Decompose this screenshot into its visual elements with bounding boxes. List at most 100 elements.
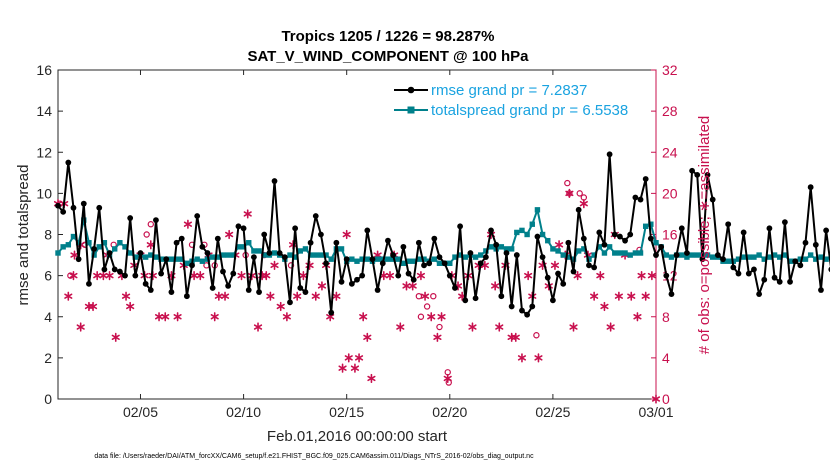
totalspread-point: [416, 256, 422, 262]
totalspread-point: [503, 246, 510, 252]
rmse-point: [771, 274, 778, 281]
rmse-point: [720, 256, 726, 263]
rmse-point: [503, 250, 510, 256]
obs-star-stroke: [276, 303, 285, 310]
totalspread-point: [478, 252, 484, 258]
obs-star-stroke: [69, 272, 78, 279]
obs-assimilated-marker: [647, 271, 656, 281]
totalspread-point: [385, 256, 391, 262]
obs-assimilated-marker: [396, 322, 405, 332]
obs-assimilated-marker: [420, 291, 430, 301]
totalspread-point: [782, 252, 788, 258]
obs-assimilated-marker: [416, 271, 426, 281]
obs-star-stroke: [534, 355, 543, 361]
obs-star-stroke: [326, 314, 335, 320]
obs-star-stroke: [146, 242, 155, 248]
obs-star-stroke: [311, 293, 320, 299]
y-right-tick-label: 4: [662, 350, 670, 366]
obs-star-stroke: [282, 314, 291, 320]
rmse-point: [297, 285, 304, 291]
obs-star-stroke: [373, 252, 382, 258]
rmse-point: [287, 299, 293, 306]
rmse-point: [632, 194, 639, 201]
rmse-point: [519, 307, 525, 314]
totalspread-point: [802, 256, 809, 262]
obs-assimilated-marker: [596, 271, 605, 281]
totalspread-point: [534, 207, 541, 213]
obs-assimilated-marker: [614, 291, 623, 301]
totalspread-point: [751, 254, 757, 260]
obs-assimilated-marker: [627, 291, 636, 301]
x-tick-label: 02/20: [432, 404, 467, 420]
totalspread-point: [246, 240, 252, 246]
rmse-point: [348, 280, 355, 287]
rmse-point: [225, 283, 232, 289]
obs-assimilated-marker: [237, 271, 246, 281]
rmse-point: [745, 270, 752, 277]
obs-assimilated-marker: [161, 312, 170, 322]
totalspread-point: [86, 240, 92, 246]
totalspread-point: [338, 246, 345, 252]
obs-star-stroke: [579, 200, 588, 207]
obs-star-stroke: [173, 314, 182, 320]
rmse-point: [807, 184, 814, 191]
totalspread-point: [632, 250, 639, 256]
totalspread-point: [648, 221, 654, 227]
obs-assimilated-marker: [433, 332, 442, 342]
plot-frame: [57, 69, 657, 400]
rmse-point: [730, 264, 737, 271]
rmse-point: [647, 235, 654, 242]
totalspread-point: [663, 252, 670, 258]
obs-star-stroke: [495, 324, 504, 330]
obs-assimilated-marker: [495, 322, 504, 332]
obs-star-stroke: [614, 293, 623, 299]
rmse-point: [668, 291, 675, 298]
totalspread-point: [756, 252, 762, 258]
rmse-point: [694, 171, 701, 178]
obs-assimilated-marker: [517, 353, 527, 363]
rmse-point: [240, 225, 247, 232]
rmse-point: [441, 260, 448, 267]
obs-star-stroke: [225, 231, 234, 238]
totalspread-point: [642, 223, 649, 229]
legend-rmse-marker: [407, 86, 415, 94]
totalspread-point: [225, 252, 231, 258]
totalspread-point: [148, 252, 154, 258]
rmse-point: [524, 311, 531, 318]
totalspread-point: [653, 240, 659, 246]
rmse-point: [75, 256, 82, 263]
obs-assimilated-marker: [600, 301, 609, 312]
totalspread-point: [684, 254, 690, 260]
y-right-tick-label: 24: [662, 144, 678, 160]
obs-assimilated-marker: [88, 301, 98, 312]
totalspread-point: [452, 254, 458, 260]
obs-possible-marker: [147, 221, 154, 228]
obs-star-stroke: [196, 272, 205, 279]
rmse-point: [580, 235, 587, 242]
totalspread-point: [529, 221, 535, 227]
rmse-point: [153, 217, 159, 224]
rmse-point: [555, 270, 561, 277]
totalspread-point: [209, 254, 216, 260]
chart-title-line1: Tropics 1205 / 1226 = 98.287%: [281, 28, 494, 45]
obs-assimilated-marker: [385, 271, 395, 281]
y-left-tick-label: 0: [44, 391, 52, 407]
totalspread-point: [158, 256, 164, 262]
obs-star-stroke: [105, 272, 114, 279]
obs-star-stroke: [210, 314, 219, 320]
rmse-point: [787, 278, 793, 285]
rmse-point: [390, 252, 396, 258]
obs-star-stroke: [590, 293, 599, 299]
obs-star-stroke: [491, 283, 500, 289]
rmse-point: [421, 262, 427, 269]
obs-star-stroke: [262, 272, 271, 279]
rmse-point: [86, 280, 92, 287]
totalspread-point: [710, 254, 716, 260]
obs-star-stroke: [600, 303, 609, 310]
totalspread-point: [689, 252, 695, 258]
obs-assimilated-marker: [402, 281, 411, 291]
obs-assimilated-marker: [651, 394, 661, 404]
x-tick-label: 02/25: [535, 404, 570, 420]
datafile-footnote: data file: /Users/raeder/DAI/ATM_forcXX/…: [94, 453, 534, 460]
rmse-point: [735, 270, 742, 277]
